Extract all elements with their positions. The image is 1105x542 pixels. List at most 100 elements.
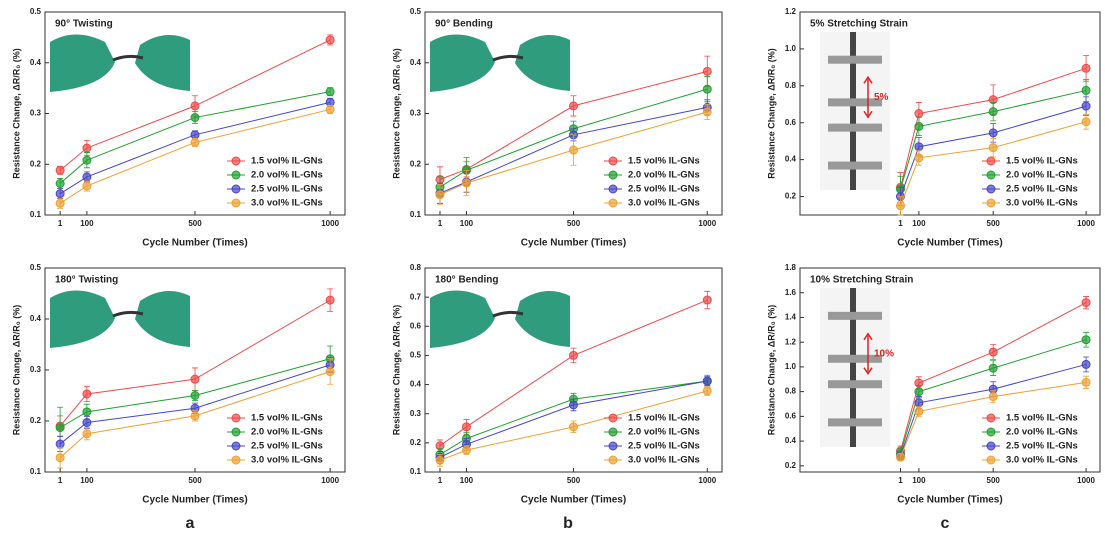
clamp bbox=[828, 123, 882, 132]
series-line bbox=[900, 363, 1087, 457]
y-tick-label: 0.1 bbox=[410, 467, 422, 476]
marker bbox=[895, 201, 905, 211]
x-axis-label: Cycle Number (Times) bbox=[521, 495, 626, 506]
y-tick-label: 1.6 bbox=[785, 288, 797, 297]
marker bbox=[461, 445, 471, 455]
glove-left bbox=[430, 290, 495, 348]
marker bbox=[988, 128, 998, 138]
marker bbox=[461, 422, 471, 432]
arrow-head bbox=[863, 75, 873, 119]
x-axis-label: Cycle Number (Times) bbox=[897, 495, 1002, 506]
legend-label: 2.0 vol% IL-GNs bbox=[251, 170, 323, 181]
y-tick-label: 0.2 bbox=[785, 192, 797, 201]
x-tick-label: 1000 bbox=[321, 219, 339, 228]
y-tick-label: 0.4 bbox=[30, 314, 42, 323]
series-line bbox=[439, 380, 708, 455]
x-axis-label: Cycle Number (Times) bbox=[897, 238, 1002, 249]
legend-label: 2.5 vol% IL-GNs bbox=[628, 441, 700, 452]
legend-label: 3.0 vol% IL-GNs bbox=[251, 455, 323, 466]
chart-title: 90° Twisting bbox=[55, 19, 113, 30]
series-line bbox=[59, 364, 331, 445]
marker bbox=[82, 172, 92, 182]
legend-label: 2.0 vol% IL-GNs bbox=[1006, 170, 1078, 181]
marker bbox=[325, 367, 335, 377]
legend-label: 2.5 vol% IL-GNs bbox=[1006, 184, 1078, 195]
legend-label: 2.5 vol% IL-GNs bbox=[251, 441, 323, 452]
glove-right bbox=[515, 35, 570, 91]
clamp bbox=[828, 418, 882, 427]
x-axis-label: Cycle Number (Times) bbox=[142, 495, 247, 506]
legend-marker bbox=[231, 413, 241, 423]
marker bbox=[988, 143, 998, 153]
x-tick-label: 1000 bbox=[698, 219, 716, 228]
y-tick-label: 0.8 bbox=[785, 387, 797, 396]
chart-title: 180° Twisting bbox=[55, 275, 118, 286]
marker bbox=[190, 130, 200, 140]
x-tick-label: 1 bbox=[898, 219, 903, 228]
marker bbox=[55, 453, 65, 463]
y-axis-label: Resistance Change, ΔR/R₀ (%) bbox=[766, 305, 776, 436]
arrow-head bbox=[863, 332, 873, 376]
y-tick-label: 0.2 bbox=[30, 159, 42, 168]
glove-left bbox=[50, 34, 115, 92]
legend-marker bbox=[231, 184, 241, 194]
x-axis-label: Cycle Number (Times) bbox=[142, 238, 247, 249]
marker bbox=[895, 452, 905, 462]
legend-marker bbox=[608, 427, 618, 437]
marker bbox=[1081, 117, 1091, 127]
legend-marker bbox=[986, 198, 996, 208]
marker bbox=[325, 35, 335, 45]
marker bbox=[82, 429, 92, 439]
y-tick-label: 0.6 bbox=[785, 411, 797, 420]
marker bbox=[325, 87, 335, 97]
clamp bbox=[828, 161, 882, 170]
series-line bbox=[59, 358, 331, 429]
marker bbox=[1081, 101, 1091, 111]
series-line bbox=[900, 121, 1087, 206]
y-tick-label: 0.3 bbox=[30, 109, 42, 118]
marker bbox=[702, 295, 712, 305]
legend-marker bbox=[986, 455, 996, 465]
series-line bbox=[900, 302, 1087, 452]
panel-label: b bbox=[563, 515, 573, 532]
y-tick-label: 1.2 bbox=[785, 7, 797, 16]
y-axis-label: Resistance Change, ΔR/R₀ (%) bbox=[766, 48, 776, 179]
legend-label: 2.0 vol% IL-GNs bbox=[1006, 427, 1078, 438]
marker bbox=[1081, 359, 1091, 369]
series-line bbox=[439, 380, 708, 458]
glove-right bbox=[135, 291, 190, 347]
legend-label: 1.5 vol% IL-GNs bbox=[628, 156, 700, 167]
marker bbox=[82, 181, 92, 191]
legend-label: 1.5 vol% IL-GNs bbox=[628, 413, 700, 424]
y-axis-label: Resistance Change, ΔR/R₀ (%) bbox=[11, 48, 21, 179]
series-line bbox=[439, 111, 708, 196]
legend-marker bbox=[231, 455, 241, 465]
legend-marker bbox=[986, 170, 996, 180]
y-tick-label: 0.5 bbox=[410, 7, 422, 16]
series-line bbox=[59, 299, 331, 427]
marker bbox=[914, 109, 924, 118]
y-tick-label: 0.5 bbox=[30, 7, 42, 16]
legend-marker bbox=[608, 170, 618, 180]
marker bbox=[569, 101, 578, 111]
x-tick-label: 500 bbox=[987, 476, 1001, 485]
legend-marker bbox=[231, 170, 241, 180]
series-line bbox=[900, 105, 1087, 197]
x-tick-label: 1 bbox=[898, 476, 903, 485]
x-tick-label: 100 bbox=[80, 219, 94, 228]
marker bbox=[55, 165, 65, 175]
y-tick-label: 0.4 bbox=[785, 436, 797, 445]
x-tick-label: 1000 bbox=[321, 476, 339, 485]
marker bbox=[55, 189, 65, 199]
marker bbox=[55, 423, 65, 433]
x-tick-label: 500 bbox=[188, 476, 202, 485]
legend-marker bbox=[608, 441, 618, 451]
series-line bbox=[59, 371, 331, 459]
series-line bbox=[900, 89, 1087, 190]
chart-title: 180° Bending bbox=[435, 275, 498, 286]
x-tick-label: 1 bbox=[58, 476, 63, 485]
marker bbox=[82, 389, 92, 399]
y-tick-label: 1.8 bbox=[785, 263, 797, 272]
x-tick-label: 500 bbox=[567, 476, 581, 485]
legend-marker bbox=[986, 413, 996, 423]
